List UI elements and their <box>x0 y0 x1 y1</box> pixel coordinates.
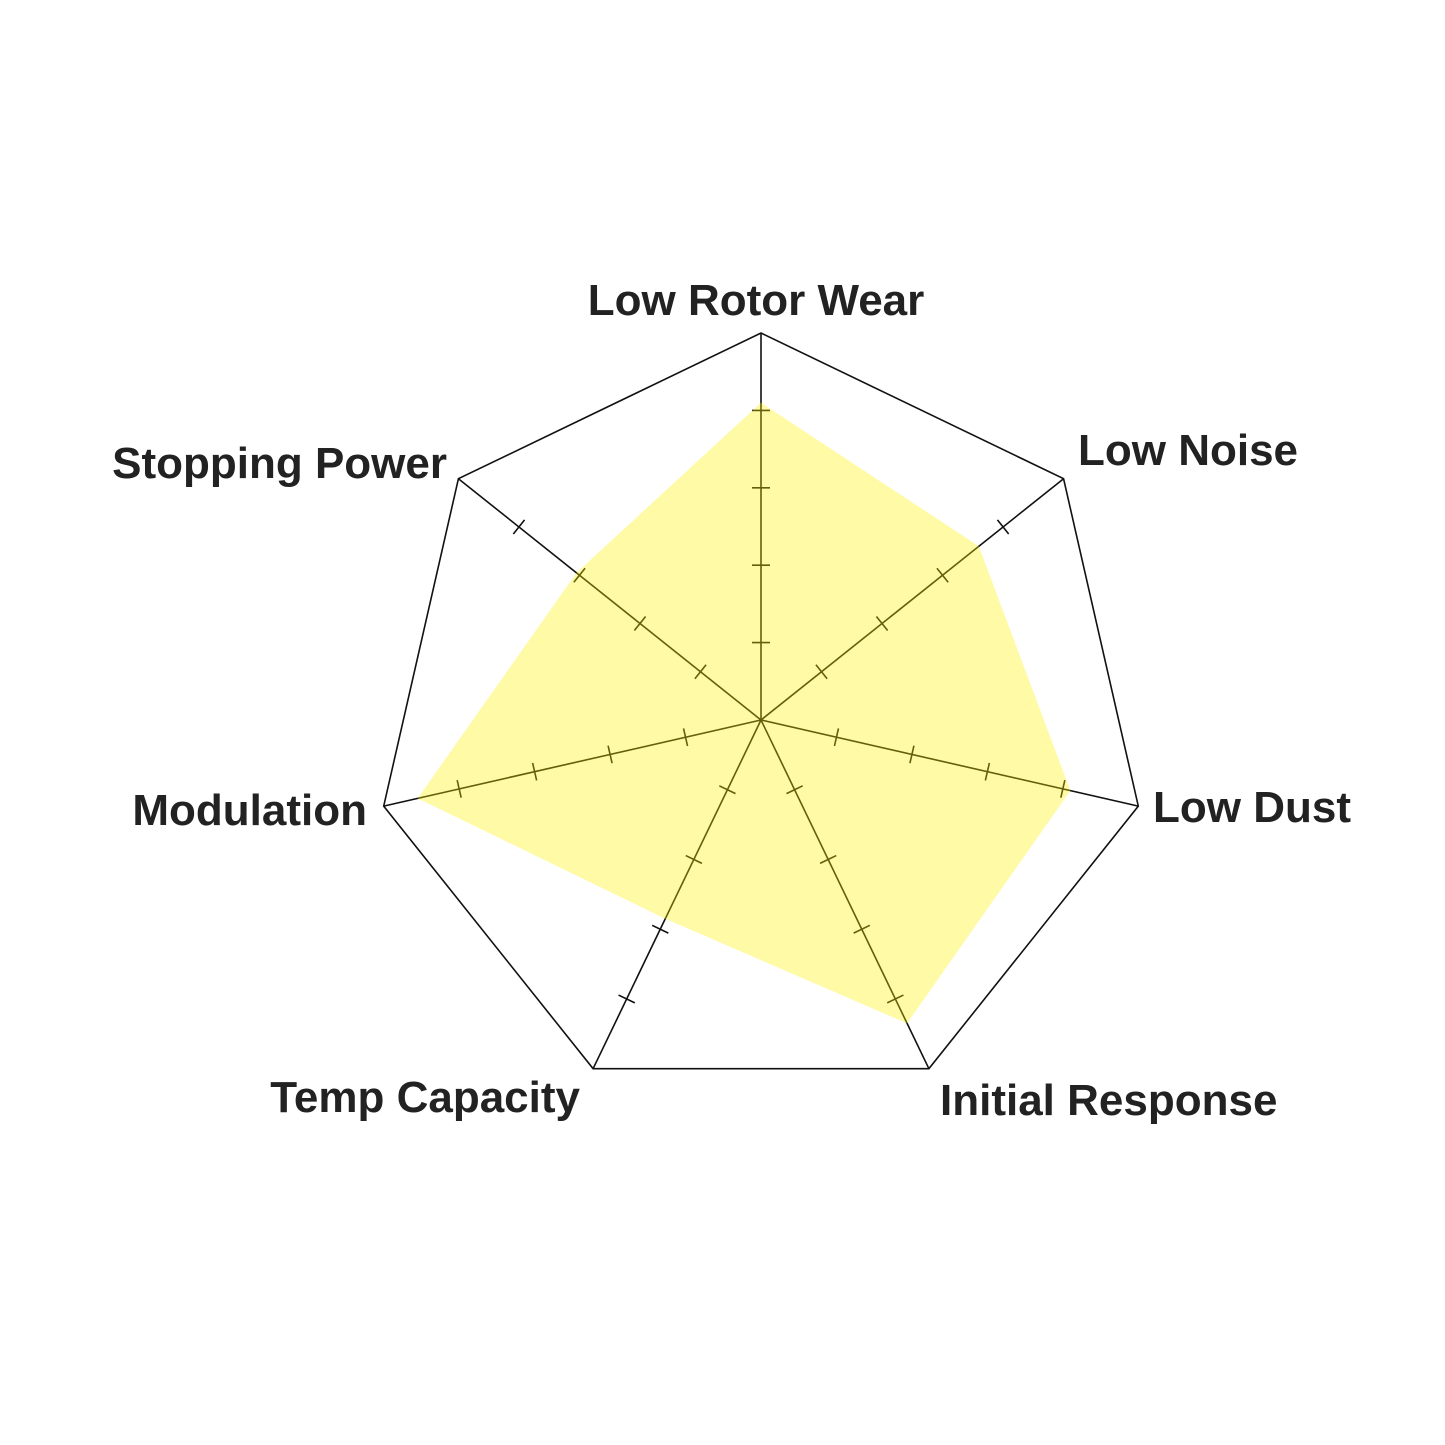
axis-line <box>592 719 762 1070</box>
axis-tick <box>694 664 707 680</box>
axis-tick <box>936 567 949 583</box>
axis-tick <box>618 994 636 1004</box>
data-area <box>417 402 1071 1024</box>
axis-tick <box>682 728 689 747</box>
axis-label: Low Dust <box>1153 783 1351 832</box>
axis-label: Stopping Power <box>112 439 447 488</box>
axis-tick <box>456 779 462 798</box>
axis-tick <box>573 567 586 583</box>
axis-tick <box>512 519 526 535</box>
axis-line <box>760 719 1139 807</box>
axis-tick <box>815 664 828 680</box>
axis-tick <box>886 994 904 1004</box>
axis-tick <box>607 745 613 764</box>
axis-line <box>760 719 930 1070</box>
axis-tick <box>1060 779 1066 798</box>
axis-label: Low Rotor Wear <box>588 276 925 325</box>
axis-tick <box>819 854 837 865</box>
axis-label: Initial Response <box>940 1076 1277 1125</box>
axis-line <box>457 478 762 721</box>
axis-tick <box>786 785 804 795</box>
axis-label: Low Noise <box>1078 426 1298 475</box>
outer-frame <box>382 332 1140 1070</box>
axis-tick <box>853 924 871 934</box>
axis-tick <box>651 924 669 934</box>
axis-tick <box>633 615 647 632</box>
axis-label: Modulation <box>132 786 367 835</box>
axis-tick <box>531 762 538 781</box>
axis-line <box>383 719 762 807</box>
axis-tick <box>875 615 889 632</box>
axis-tick <box>685 854 703 865</box>
axis-tick <box>833 728 840 747</box>
axis-tick <box>718 785 736 795</box>
axis-label: Temp Capacity <box>270 1073 580 1122</box>
axis-tick <box>909 745 915 764</box>
axis-tick <box>996 519 1010 535</box>
axis-tick <box>984 762 991 781</box>
axis-line <box>760 478 1065 721</box>
